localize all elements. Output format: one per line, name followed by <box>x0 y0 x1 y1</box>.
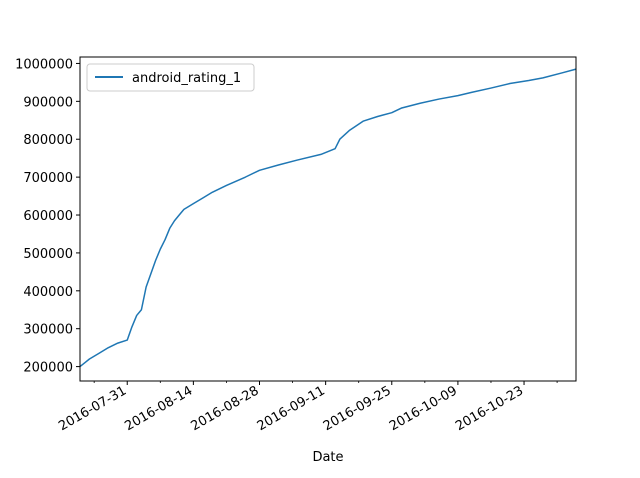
plot-area <box>80 57 576 381</box>
y-tick-label: 300000 <box>23 323 73 338</box>
y-tick-label: 500000 <box>23 247 73 262</box>
legend-box <box>86 63 255 92</box>
y-tick-label: 700000 <box>23 171 73 186</box>
y-tick-label: 200000 <box>23 361 73 376</box>
series-line-android-rating-1 <box>79 68 577 368</box>
y-tick-label: 600000 <box>23 209 73 224</box>
legend-label: android_rating_1 <box>132 71 241 86</box>
series-layer <box>79 68 577 368</box>
plot-frame <box>79 56 577 382</box>
y-tick-label: 900000 <box>23 95 73 110</box>
y-tick-label: 400000 <box>23 285 73 300</box>
x-axis-label: Date <box>312 450 343 465</box>
y-tick-label: 800000 <box>23 133 73 148</box>
legend: android_rating_1 <box>86 63 255 92</box>
y-tick-label: 1000000 <box>15 57 73 72</box>
